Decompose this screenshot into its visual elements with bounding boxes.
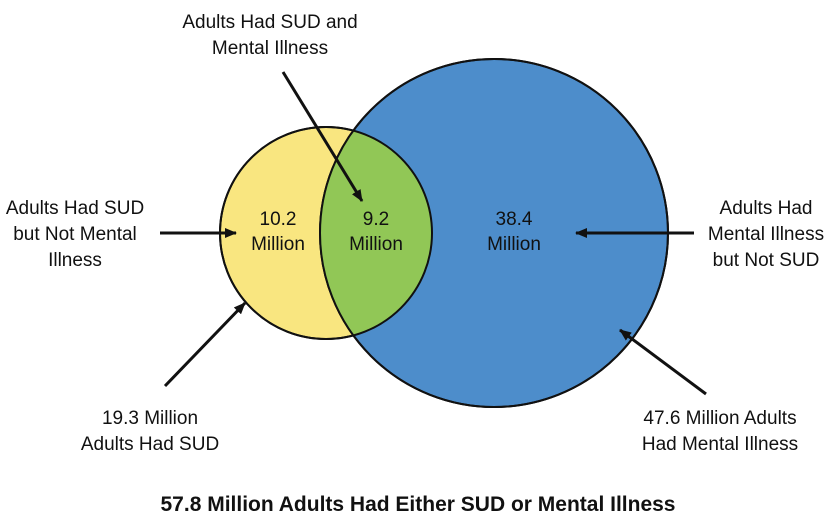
overlap-callout-line2: Mental Illness	[212, 38, 328, 59]
mental-only-callout-line1: Adults Had	[720, 198, 813, 219]
mental-total-callout-line1: 47.6 Million Adults	[643, 408, 796, 429]
mental-only-unit: Million	[487, 234, 541, 255]
sud-only-value: 10.2	[260, 209, 297, 230]
sud-only-callout-line1: Adults Had SUD	[6, 198, 144, 219]
sud-total-callout-line2: Adults Had SUD	[81, 434, 219, 455]
mental-total-callout-line2: Had Mental Illness	[642, 434, 798, 455]
mental-total-arrow	[619, 328, 707, 396]
overlap-unit: Million	[349, 234, 403, 255]
sud-total-arrow	[163, 301, 247, 388]
sud-only-callout-line3: Illness	[48, 250, 102, 271]
sud-only-unit: Million	[251, 234, 305, 255]
overlap-arrow	[281, 71, 364, 202]
overlap-value: 9.2	[363, 209, 389, 230]
mental-only-callout-line3: but Not SUD	[713, 250, 820, 271]
mental-only-callout-line2: Mental Illness	[708, 224, 824, 245]
sud-total-callout-line1: 19.3 Million	[102, 408, 198, 429]
sud-only-callout-line2: but Not Mental	[13, 224, 137, 245]
diagram-caption: 57.8 Million Adults Had Either SUD or Me…	[161, 493, 676, 516]
overlap-callout-line1: Adults Had SUD and	[182, 12, 357, 33]
mental-only-value: 38.4	[496, 209, 533, 230]
